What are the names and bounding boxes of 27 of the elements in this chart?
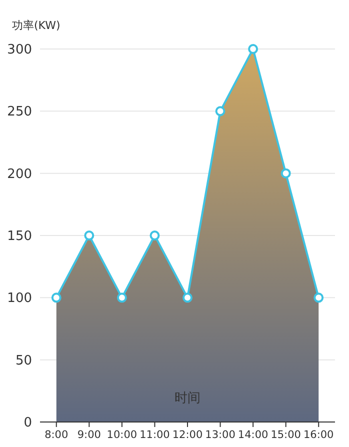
y-axis-title: 功率(KW) <box>12 19 60 32</box>
x-tick-label: 14:00 <box>238 429 268 441</box>
point <box>84 230 94 240</box>
y-tick-label: 150 <box>7 229 32 244</box>
x-tick-label: 16:00 <box>303 429 334 441</box>
y-tick-label: 0 <box>24 416 32 431</box>
x-tick-label: 12:00 <box>172 429 203 441</box>
point <box>314 292 324 303</box>
y-tick-label: 50 <box>15 353 32 368</box>
y-tick-label: 100 <box>7 291 32 306</box>
x-tick-label: 15:00 <box>270 429 301 441</box>
x-tick-label: 8:00 <box>44 429 68 441</box>
y-tick-label: 250 <box>7 104 32 120</box>
y-tick-label: 200 <box>7 166 32 182</box>
point <box>215 106 226 116</box>
x-axis-title: 时间 <box>174 391 200 406</box>
point <box>280 168 291 178</box>
x-tick-label: 11:00 <box>140 429 170 441</box>
point <box>51 292 62 303</box>
point <box>150 230 160 240</box>
x-tick-label: 9:00 <box>77 429 101 441</box>
x-tick-label: 13:00 <box>205 429 236 441</box>
y-tick-label: 300 <box>7 42 32 58</box>
point <box>248 44 258 54</box>
point <box>116 292 127 303</box>
x-tick-label: 10:00 <box>106 429 138 441</box>
point <box>182 292 192 303</box>
